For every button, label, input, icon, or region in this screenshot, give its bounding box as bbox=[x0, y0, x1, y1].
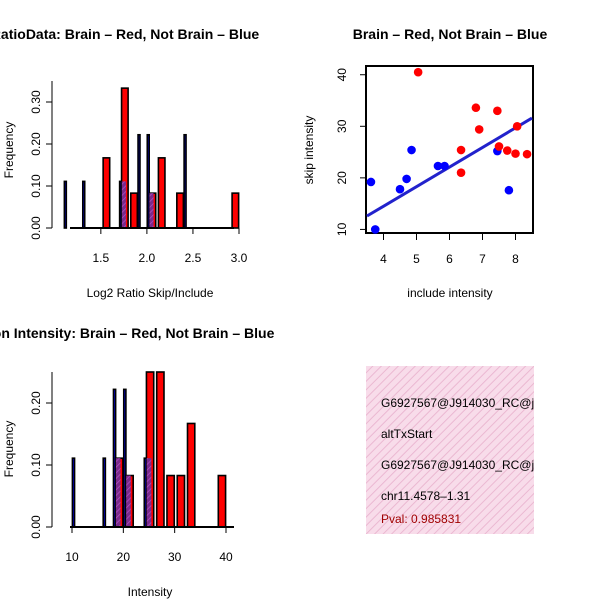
ratio-x-tick-label: 2.5 bbox=[185, 251, 202, 265]
scatter-x-tick-label: 4 bbox=[380, 252, 387, 266]
scatter-y-tick-label: 40 bbox=[335, 68, 349, 82]
scatter-x-ticks: 4 5 6 7 8 bbox=[380, 234, 519, 266]
intensity-bars bbox=[71, 371, 227, 528]
intensity-bar-brain bbox=[186, 422, 196, 528]
intensity-x-label: Intensity bbox=[128, 585, 173, 599]
scatter-x-tick-label: 7 bbox=[479, 252, 486, 266]
scatter-x-tick-label: 8 bbox=[512, 252, 519, 266]
scatter-y-tick-label: 20 bbox=[335, 171, 349, 185]
info-box-background bbox=[366, 366, 534, 534]
ratio-bar-not-brain bbox=[81, 180, 86, 229]
ratio-y-tick-label: 0.00 bbox=[29, 216, 43, 240]
scatter-point-brain bbox=[494, 142, 504, 151]
ratio-y-tick-label: 0.20 bbox=[29, 132, 43, 156]
scatter-point-not-brain bbox=[504, 185, 514, 195]
info-panel: G6927567@J914030_RC@j_at altTxStart G692… bbox=[366, 366, 551, 534]
ratio-x-ticks: 1.5 2.0 2.5 3.0 bbox=[92, 228, 248, 265]
ratio-x-tick-label: 1.5 bbox=[92, 251, 109, 265]
scatter-point-brain bbox=[456, 145, 466, 155]
scatter-point-not-brain bbox=[366, 177, 376, 187]
intensity-bar-overlap bbox=[115, 458, 121, 527]
scatter-point-brain bbox=[474, 125, 484, 134]
intensity-bar-overlap bbox=[126, 475, 131, 527]
ratio-y-tick-label: 0.10 bbox=[29, 174, 43, 198]
scatter-point-not-brain bbox=[395, 184, 405, 194]
scatter-plot-box bbox=[365, 65, 534, 234]
intensity-y-tick-label: 0.20 bbox=[29, 391, 43, 415]
intensity-y-tick-label: 0.10 bbox=[29, 453, 43, 477]
scatter-y-tick-label: 30 bbox=[335, 119, 349, 133]
scatter-point-not-brain bbox=[433, 161, 443, 171]
ratio-bar-brain bbox=[102, 157, 111, 229]
intensity-y-ticks: 0.00 0.10 0.20 bbox=[29, 391, 52, 539]
intensity-histogram-panel: Exon Intensity: Brain – Red, Not Brain –… bbox=[0, 325, 275, 599]
ratio-histogram-panel: RatioData: Brain – Red, Not Brain – Blue… bbox=[0, 26, 259, 300]
ratio-bar-brain bbox=[231, 192, 240, 229]
regression-line-group bbox=[366, 116, 533, 218]
ratio-bar-brain bbox=[157, 157, 166, 229]
ratio-x-label: Log2 Ratio Skip/Include bbox=[87, 286, 214, 300]
intensity-chart-title: Exon Intensity: Brain – Red, Not Brain –… bbox=[0, 325, 275, 341]
ratio-x-tick-label: 2.0 bbox=[139, 251, 156, 265]
scatter-point-brain bbox=[512, 121, 522, 131]
scatter-point-brain bbox=[493, 106, 502, 116]
scatter-point-not-brain bbox=[407, 145, 416, 155]
intensity-y-label: Frequency bbox=[2, 421, 16, 478]
scatter-x-tick-label: 6 bbox=[446, 252, 453, 266]
ratio-bar-overlap bbox=[121, 181, 126, 228]
info-probe-id: G6927567@J914030_RC@j_at bbox=[381, 396, 551, 410]
ratio-y-ticks: 0.00 0.10 0.20 0.30 bbox=[29, 90, 52, 240]
intensity-bar-brain bbox=[166, 474, 176, 528]
intensity-x-tick-label: 10 bbox=[65, 550, 79, 564]
ratio-bar-not-brain bbox=[183, 133, 187, 229]
intensity-y-tick-label: 0.00 bbox=[29, 515, 43, 539]
info-text-viewport: G6927567@J914030_RC@j_at altTxStart G692… bbox=[381, 396, 551, 526]
intensity-x-tick-label: 20 bbox=[117, 550, 131, 564]
ratio-chart-title: RatioData: Brain – Red, Not Brain – Blue bbox=[0, 26, 259, 42]
intensity-bar-overlap bbox=[146, 458, 152, 527]
scatter-point-not-brain bbox=[370, 225, 380, 234]
scatter-point-brain bbox=[522, 149, 532, 159]
intensity-bar-brain bbox=[217, 474, 227, 528]
scatter-point-brain bbox=[413, 67, 423, 77]
scatter-title: Brain – Red, Not Brain – Blue bbox=[353, 26, 548, 42]
ratio-bar-brain bbox=[129, 192, 139, 229]
scatter-point-not-brain bbox=[402, 174, 411, 184]
ratio-bar-brain bbox=[176, 192, 185, 229]
intensity-bar-brain bbox=[176, 474, 186, 528]
intensity-bar-not-brain bbox=[71, 457, 76, 528]
info-event-type: altTxStart bbox=[381, 427, 433, 441]
scatter-x-label: include intensity bbox=[407, 286, 492, 300]
ratio-y-label: Frequency bbox=[2, 122, 16, 179]
ratio-x-tick-label: 3.0 bbox=[231, 251, 248, 265]
intensity-bar-not-brain bbox=[102, 457, 107, 528]
info-location: chr11.4578–1.31 bbox=[381, 489, 471, 503]
intensity-bar-brain bbox=[155, 371, 165, 528]
intensity-x-tick-label: 30 bbox=[168, 550, 182, 564]
scatter-x-tick-label: 5 bbox=[413, 252, 420, 266]
scatter-y-label: skip intensity bbox=[302, 116, 316, 185]
intensity-x-tick-label: 40 bbox=[219, 550, 233, 564]
ratio-y-tick-label: 0.30 bbox=[29, 90, 43, 114]
scatter-points bbox=[366, 67, 532, 234]
regression-line bbox=[366, 116, 533, 218]
scatter-point-brain bbox=[456, 168, 466, 178]
scatter-point-brain bbox=[502, 146, 512, 155]
info-probe-id-repeat: G6927567@J914030_RC@j_at bbox=[381, 458, 551, 472]
ratio-bar-overlap bbox=[149, 193, 154, 228]
intensity-x-ticks: 10 20 30 40 bbox=[65, 527, 233, 564]
scatter-point-not-brain bbox=[440, 161, 449, 171]
scatter-point-brain bbox=[511, 149, 520, 158]
scatter-point-brain bbox=[471, 103, 481, 113]
ratio-bars bbox=[63, 87, 240, 229]
ratio-bar-not-brain bbox=[137, 133, 141, 229]
scatter-panel: Brain – Red, Not Brain – Blue 4 5 6 7 8 10 20… bbox=[302, 26, 547, 300]
ratio-bar-not-brain bbox=[63, 180, 68, 229]
scatter-y-ticks: 10 20 30 40 bbox=[335, 68, 366, 236]
info-pval: Pval: 0.985831 bbox=[381, 512, 461, 526]
scatter-y-tick-label: 10 bbox=[335, 222, 349, 236]
